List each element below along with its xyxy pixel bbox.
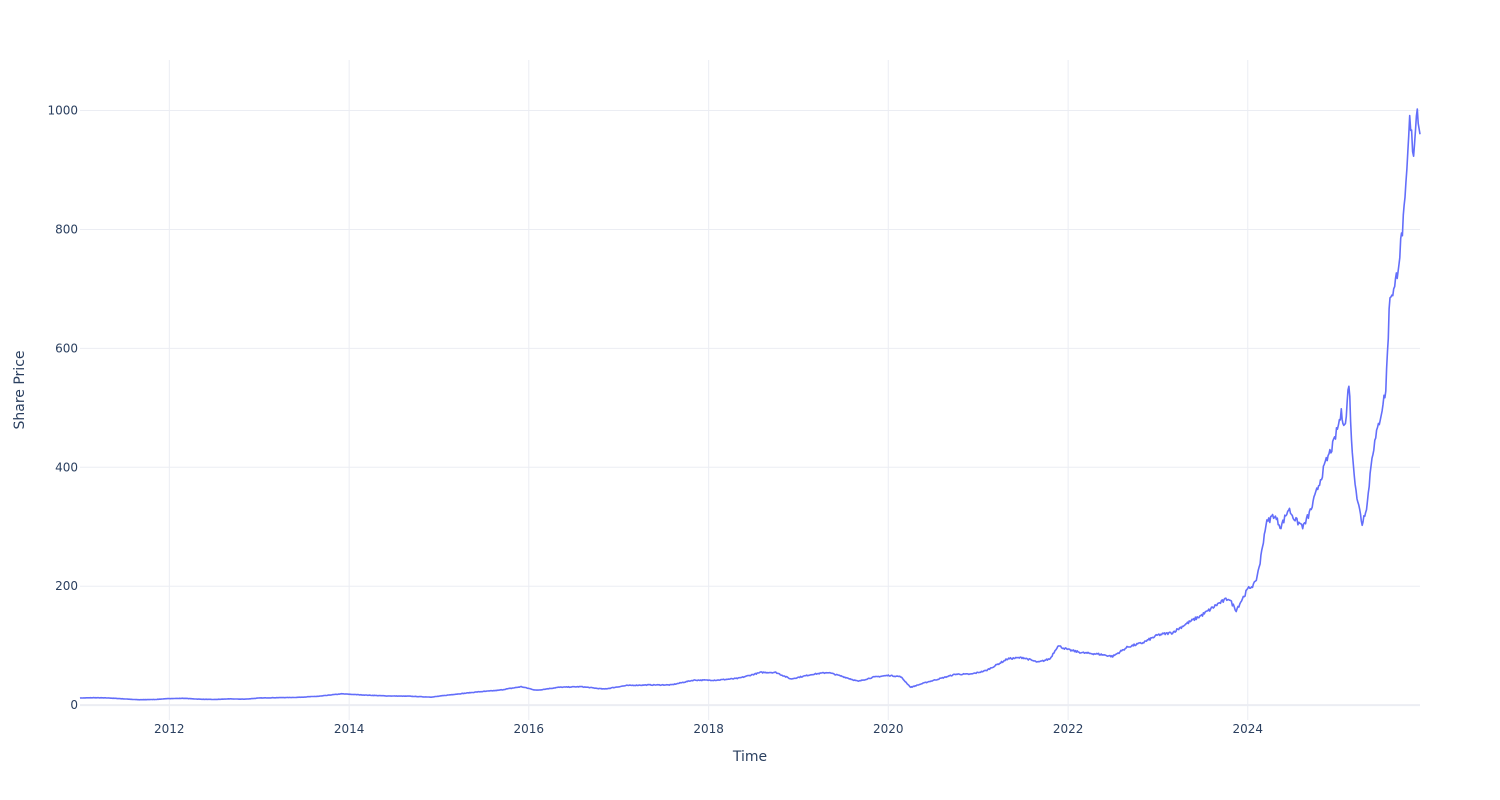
- tick-labels: 2012 2014 2016 2018 2020 2022 2024 0 200 400 600 80…: [47, 104, 1263, 736]
- x-tick-label: 2018: [693, 722, 724, 736]
- x-tick-label: 2024: [1232, 722, 1263, 736]
- x-tick-label: 2014: [334, 722, 365, 736]
- y-tick-label: 200: [55, 579, 78, 593]
- share-price-line: [79, 108, 1421, 701]
- x-tick-label: 2022: [1053, 722, 1084, 736]
- y-tick-label: 800: [55, 222, 78, 236]
- y-tick-label: 1000: [47, 104, 78, 118]
- series-layer: [79, 108, 1421, 701]
- y-axis-title: Share Price: [12, 350, 28, 429]
- x-axis-title: Time: [732, 749, 767, 765]
- x-tick-label: 2020: [873, 722, 904, 736]
- x-tick-label: 2012: [154, 722, 185, 736]
- y-tick-label: 400: [55, 460, 78, 474]
- y-tick-label: 600: [55, 341, 78, 355]
- x-tick-label: 2016: [514, 722, 545, 736]
- grid-lines: [80, 60, 1420, 720]
- y-tick-label: 0: [70, 698, 78, 712]
